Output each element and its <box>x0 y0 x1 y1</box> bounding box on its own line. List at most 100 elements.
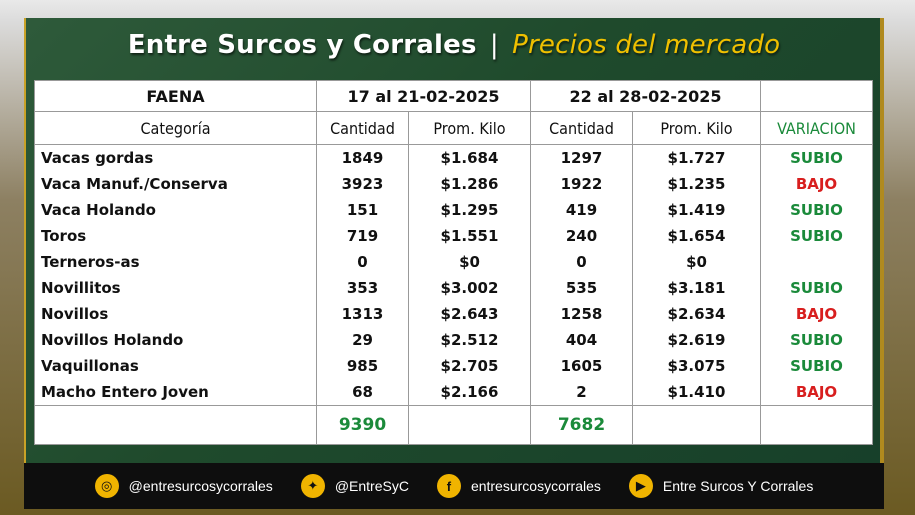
total-cantidad-2: 7682 <box>530 405 633 445</box>
col-header-prom-kilo-1: Prom. Kilo <box>408 111 531 145</box>
twitter-icon: ✦ <box>300 474 325 498</box>
table-row: Novillos Holando 29 $2.512 404 $2.619 SUBIO <box>34 327 873 353</box>
cell-prom-kilo-1: $1.684 <box>408 144 531 171</box>
cell-prom-kilo-1: $2.643 <box>408 301 531 327</box>
cell-prom-kilo-2: $1.654 <box>632 223 761 249</box>
page-title: Entre Surcos y Corrales | Precios del me… <box>24 30 884 60</box>
cell-cantidad-1: 68 <box>316 379 409 406</box>
cell-prom-kilo-1: $3.002 <box>408 275 531 301</box>
cell-prom-kilo-2: $2.619 <box>632 327 761 353</box>
table-header-columns: Categoría Cantidad Prom. Kilo Cantidad P… <box>34 111 873 145</box>
social-link-twitter[interactable]: ✦ @EntreSyC <box>300 474 409 498</box>
header-empty <box>760 80 873 112</box>
title-separator: | <box>489 30 499 60</box>
cell-categoria: Vacas gordas <box>34 144 317 171</box>
table-row: Vaquillonas 985 $2.705 1605 $3.075 SUBIO <box>34 353 873 379</box>
cell-variacion: SUBIO <box>760 275 873 301</box>
cell-cantidad-1: 985 <box>316 353 409 379</box>
cell-prom-kilo-2: $3.075 <box>632 353 761 379</box>
cell-prom-kilo-1: $1.551 <box>408 223 531 249</box>
table-row: Vacas gordas 1849 $1.684 1297 $1.727 SUBIO <box>34 144 873 171</box>
header-faena: FAENA <box>34 80 317 112</box>
cell-cantidad-1: 29 <box>316 327 409 353</box>
table-row: Novillos 1313 $2.643 1258 $2.634 BAJO <box>34 301 873 327</box>
cell-cantidad-2: 1297 <box>530 144 633 171</box>
social-label: entresurcosycorrales <box>470 478 601 494</box>
totals-empty <box>760 405 873 445</box>
col-header-variacion: VARIACION <box>760 111 873 145</box>
cell-variacion: SUBIO <box>760 197 873 223</box>
cell-cantidad-1: 151 <box>316 197 409 223</box>
youtube-icon: ▶ <box>628 474 653 498</box>
total-cantidad-1: 9390 <box>316 405 409 445</box>
cell-variacion: BAJO <box>760 379 873 406</box>
cell-variacion: SUBIO <box>760 223 873 249</box>
cell-categoria: Novillos <box>34 301 317 327</box>
facebook-icon: f <box>436 474 461 498</box>
cell-cantidad-2: 0 <box>530 249 633 275</box>
table-row: Macho Entero Joven 68 $2.166 2 $1.410 BAJO <box>34 379 873 406</box>
cell-variacion: BAJO <box>760 301 873 327</box>
social-label: Entre Surcos Y Corrales <box>662 478 814 494</box>
cell-categoria: Terneros-as <box>34 249 317 275</box>
title-subtitle: Precios del mercado <box>512 30 781 60</box>
header-period-1: 17 al 21-02-2025 <box>316 80 531 112</box>
title-main: Entre Surcos y Corrales <box>127 30 477 60</box>
cell-categoria: Novillitos <box>34 275 317 301</box>
social-link-youtube[interactable]: ▶ Entre Surcos Y Corrales <box>628 474 814 498</box>
market-prices-table: FAENA 17 al 21-02-2025 22 al 28-02-2025 … <box>34 80 873 445</box>
instagram-icon: ◎ <box>94 474 119 498</box>
col-header-cantidad-2: Cantidad <box>530 111 633 145</box>
cell-cantidad-1: 353 <box>316 275 409 301</box>
cell-prom-kilo-2: $2.634 <box>632 301 761 327</box>
table-row: Toros 719 $1.551 240 $1.654 SUBIO <box>34 223 873 249</box>
cell-prom-kilo-1: $2.705 <box>408 353 531 379</box>
cell-prom-kilo-1: $2.166 <box>408 379 531 406</box>
cell-cantidad-2: 535 <box>530 275 633 301</box>
cell-cantidad-2: 404 <box>530 327 633 353</box>
social-link-facebook[interactable]: f entresurcosycorrales <box>436 474 601 498</box>
table-header-periods: FAENA 17 al 21-02-2025 22 al 28-02-2025 <box>34 80 873 112</box>
cell-variacion: SUBIO <box>760 327 873 353</box>
table-row: Novillitos 353 $3.002 535 $3.181 SUBIO <box>34 275 873 301</box>
cell-prom-kilo-1: $2.512 <box>408 327 531 353</box>
col-header-prom-kilo-2: Prom. Kilo <box>632 111 761 145</box>
table-row: Terneros-as 0 $0 0 $0 <box>34 249 873 275</box>
cell-cantidad-2: 1922 <box>530 171 633 197</box>
cell-variacion: BAJO <box>760 171 873 197</box>
cell-prom-kilo-1: $1.286 <box>408 171 531 197</box>
cell-prom-kilo-1: $0 <box>408 249 531 275</box>
cell-prom-kilo-2: $1.419 <box>632 197 761 223</box>
table-totals-row: 9390 7682 <box>34 405 873 445</box>
table-row: Vaca Manuf./Conserva 3923 $1.286 1922 $1.235… <box>34 171 873 197</box>
cell-cantidad-2: 1605 <box>530 353 633 379</box>
cell-prom-kilo-2: $3.181 <box>632 275 761 301</box>
cell-prom-kilo-2: $1.727 <box>632 144 761 171</box>
cell-prom-kilo-2: $0 <box>632 249 761 275</box>
cell-prom-kilo-2: $1.235 <box>632 171 761 197</box>
totals-empty <box>408 405 531 445</box>
cell-cantidad-1: 1313 <box>316 301 409 327</box>
cell-categoria: Vaquillonas <box>34 353 317 379</box>
cell-cantidad-1: 1849 <box>316 144 409 171</box>
cell-categoria: Vaca Manuf./Conserva <box>34 171 317 197</box>
social-link-instagram[interactable]: ◎ @entresurcosycorrales <box>94 474 273 498</box>
header-period-2: 22 al 28-02-2025 <box>530 80 761 112</box>
cell-categoria: Toros <box>34 223 317 249</box>
cell-variacion: SUBIO <box>760 144 873 171</box>
cell-prom-kilo-2: $1.410 <box>632 379 761 406</box>
cell-categoria: Vaca Holando <box>34 197 317 223</box>
cell-cantidad-1: 3923 <box>316 171 409 197</box>
table-row: Vaca Holando 151 $1.295 419 $1.419 SUBIO <box>34 197 873 223</box>
totals-empty <box>34 405 317 445</box>
cell-variacion: SUBIO <box>760 353 873 379</box>
cell-cantidad-1: 719 <box>316 223 409 249</box>
col-header-categoria: Categoría <box>34 111 317 145</box>
col-header-cantidad-1: Cantidad <box>316 111 409 145</box>
cell-categoria: Macho Entero Joven <box>34 379 317 406</box>
cell-prom-kilo-1: $1.295 <box>408 197 531 223</box>
cell-cantidad-2: 419 <box>530 197 633 223</box>
cell-cantidad-2: 2 <box>530 379 633 406</box>
social-label: @entresurcosycorrales <box>128 478 273 494</box>
totals-empty <box>632 405 761 445</box>
